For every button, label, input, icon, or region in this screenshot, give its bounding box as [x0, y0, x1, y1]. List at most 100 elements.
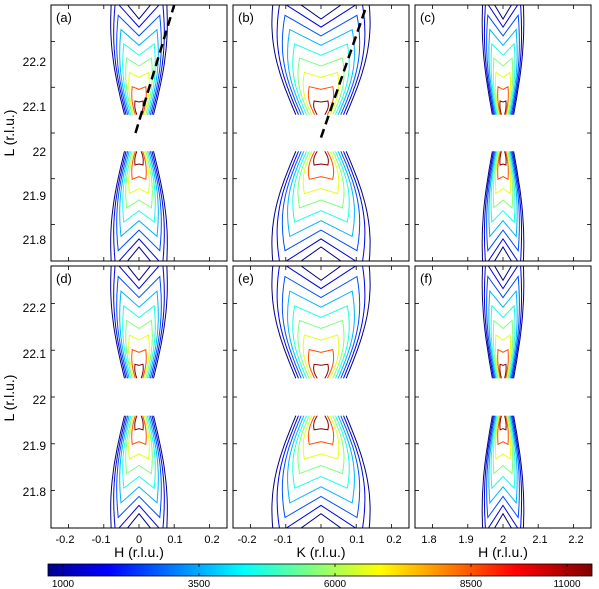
colorbar-tick-label: 3500 [188, 579, 211, 589]
x-tick-label: 0 [136, 534, 142, 546]
contour-line [483, 151, 523, 261]
contour-line [495, 334, 511, 379]
axis-ticks [233, 5, 409, 261]
y-tick-label: 21.8 [23, 485, 47, 499]
panel-frame [232, 4, 410, 262]
contour-line [122, 415, 156, 490]
colorbar-tick-label: 11000 [553, 579, 581, 589]
x-tick-label: 2 [500, 534, 506, 546]
x-tick-label: 1.8 [421, 534, 436, 546]
panel-label: (e) [238, 271, 254, 286]
contour-line [276, 5, 366, 115]
axis-ticks [233, 266, 409, 528]
contour-line [492, 415, 514, 475]
colorbar-tick-label: 1000 [52, 579, 75, 589]
contour-line [488, 151, 518, 238]
panel-d: (d) [50, 265, 228, 529]
contour-line [497, 151, 509, 181]
colorbar-tick-label: 8500 [460, 579, 483, 589]
contour-line [116, 275, 162, 379]
contour-line [287, 415, 355, 504]
contour-line [128, 151, 150, 195]
contour-line [119, 415, 159, 504]
contour-line [302, 415, 340, 460]
contour-line [271, 415, 371, 528]
contour-line [287, 151, 355, 238]
contour-line [292, 415, 350, 489]
panel-c: (c) [414, 4, 592, 262]
contour-line [281, 14, 361, 115]
y-tick-labels-bottom: 21.8 21.9 22 22.1 22.2 [23, 301, 47, 499]
contour-line [486, 275, 520, 379]
contour-line [486, 151, 520, 253]
contour-line [116, 151, 162, 252]
axis-ticks [51, 266, 227, 528]
contour-line [116, 14, 162, 115]
x-tick-labels-c: 1.8 1.9 2 2.1 2.2 [421, 534, 583, 546]
y-tick-label: 22.2 [23, 301, 47, 315]
x-tick-labels-b: -0.2 -0.1 0 0.1 0.2 [238, 534, 402, 546]
contour-line [307, 349, 335, 379]
contour-line [125, 57, 153, 115]
contour-lines [481, 5, 525, 261]
contour-line [481, 5, 525, 115]
contour-line [490, 42, 516, 115]
contour-line [481, 266, 525, 379]
axis-ticks [415, 5, 591, 261]
y-tick-label: 21.9 [23, 189, 47, 203]
contour-line [110, 415, 168, 528]
contour-line [119, 151, 159, 238]
x-tick-label: -0.1 [274, 534, 293, 546]
contour-line [271, 5, 371, 115]
contour-line [481, 151, 525, 261]
contour-line [122, 42, 156, 115]
contour-line [483, 266, 523, 379]
contour-line [488, 289, 518, 379]
axis-ticks [415, 266, 591, 528]
panel-label: (f) [420, 271, 432, 286]
panel-a: (a) [50, 4, 228, 262]
contour-line [302, 334, 340, 379]
x-tick-label: -0.2 [56, 534, 75, 546]
contour-line [131, 415, 147, 446]
panel-label: (a) [56, 10, 72, 25]
x-tick-label: 1.9 [458, 534, 473, 546]
contour-line [497, 85, 509, 115]
contour-line [119, 290, 159, 379]
contour-line [131, 348, 147, 379]
x-axis-label-b: K (r.l.u.) [296, 544, 345, 560]
contour-line [281, 151, 361, 252]
contour-line [297, 151, 345, 209]
contour-line [297, 319, 345, 379]
contour-line [281, 275, 361, 379]
contour-line [110, 266, 168, 379]
contour-line [297, 415, 345, 475]
contour-line [499, 100, 507, 115]
contour-line [307, 151, 335, 180]
contour-line [481, 415, 525, 528]
contour-lines [110, 266, 168, 528]
x-tick-label: 2.1 [532, 534, 547, 546]
contour-line [276, 151, 366, 261]
panel-e: (e) [232, 265, 410, 529]
contour-line [125, 151, 153, 209]
contour-line [499, 151, 507, 166]
panel-frame [50, 4, 228, 262]
panel-label: (b) [238, 10, 254, 25]
contour-line [488, 28, 518, 115]
contour-line [313, 151, 329, 166]
contour-line [271, 151, 371, 261]
contour-line [497, 348, 509, 379]
contour-line [110, 151, 168, 261]
contour-line [113, 266, 165, 379]
contour-line [499, 363, 507, 379]
contour-line [495, 415, 511, 460]
contour-lines [481, 266, 525, 528]
contour-line [271, 266, 371, 379]
panel-label: (d) [56, 271, 72, 286]
contour-line [276, 266, 366, 379]
contour-line [483, 415, 523, 528]
x-tick-label: 0 [318, 534, 324, 546]
dashed-scan-line [134, 5, 176, 134]
